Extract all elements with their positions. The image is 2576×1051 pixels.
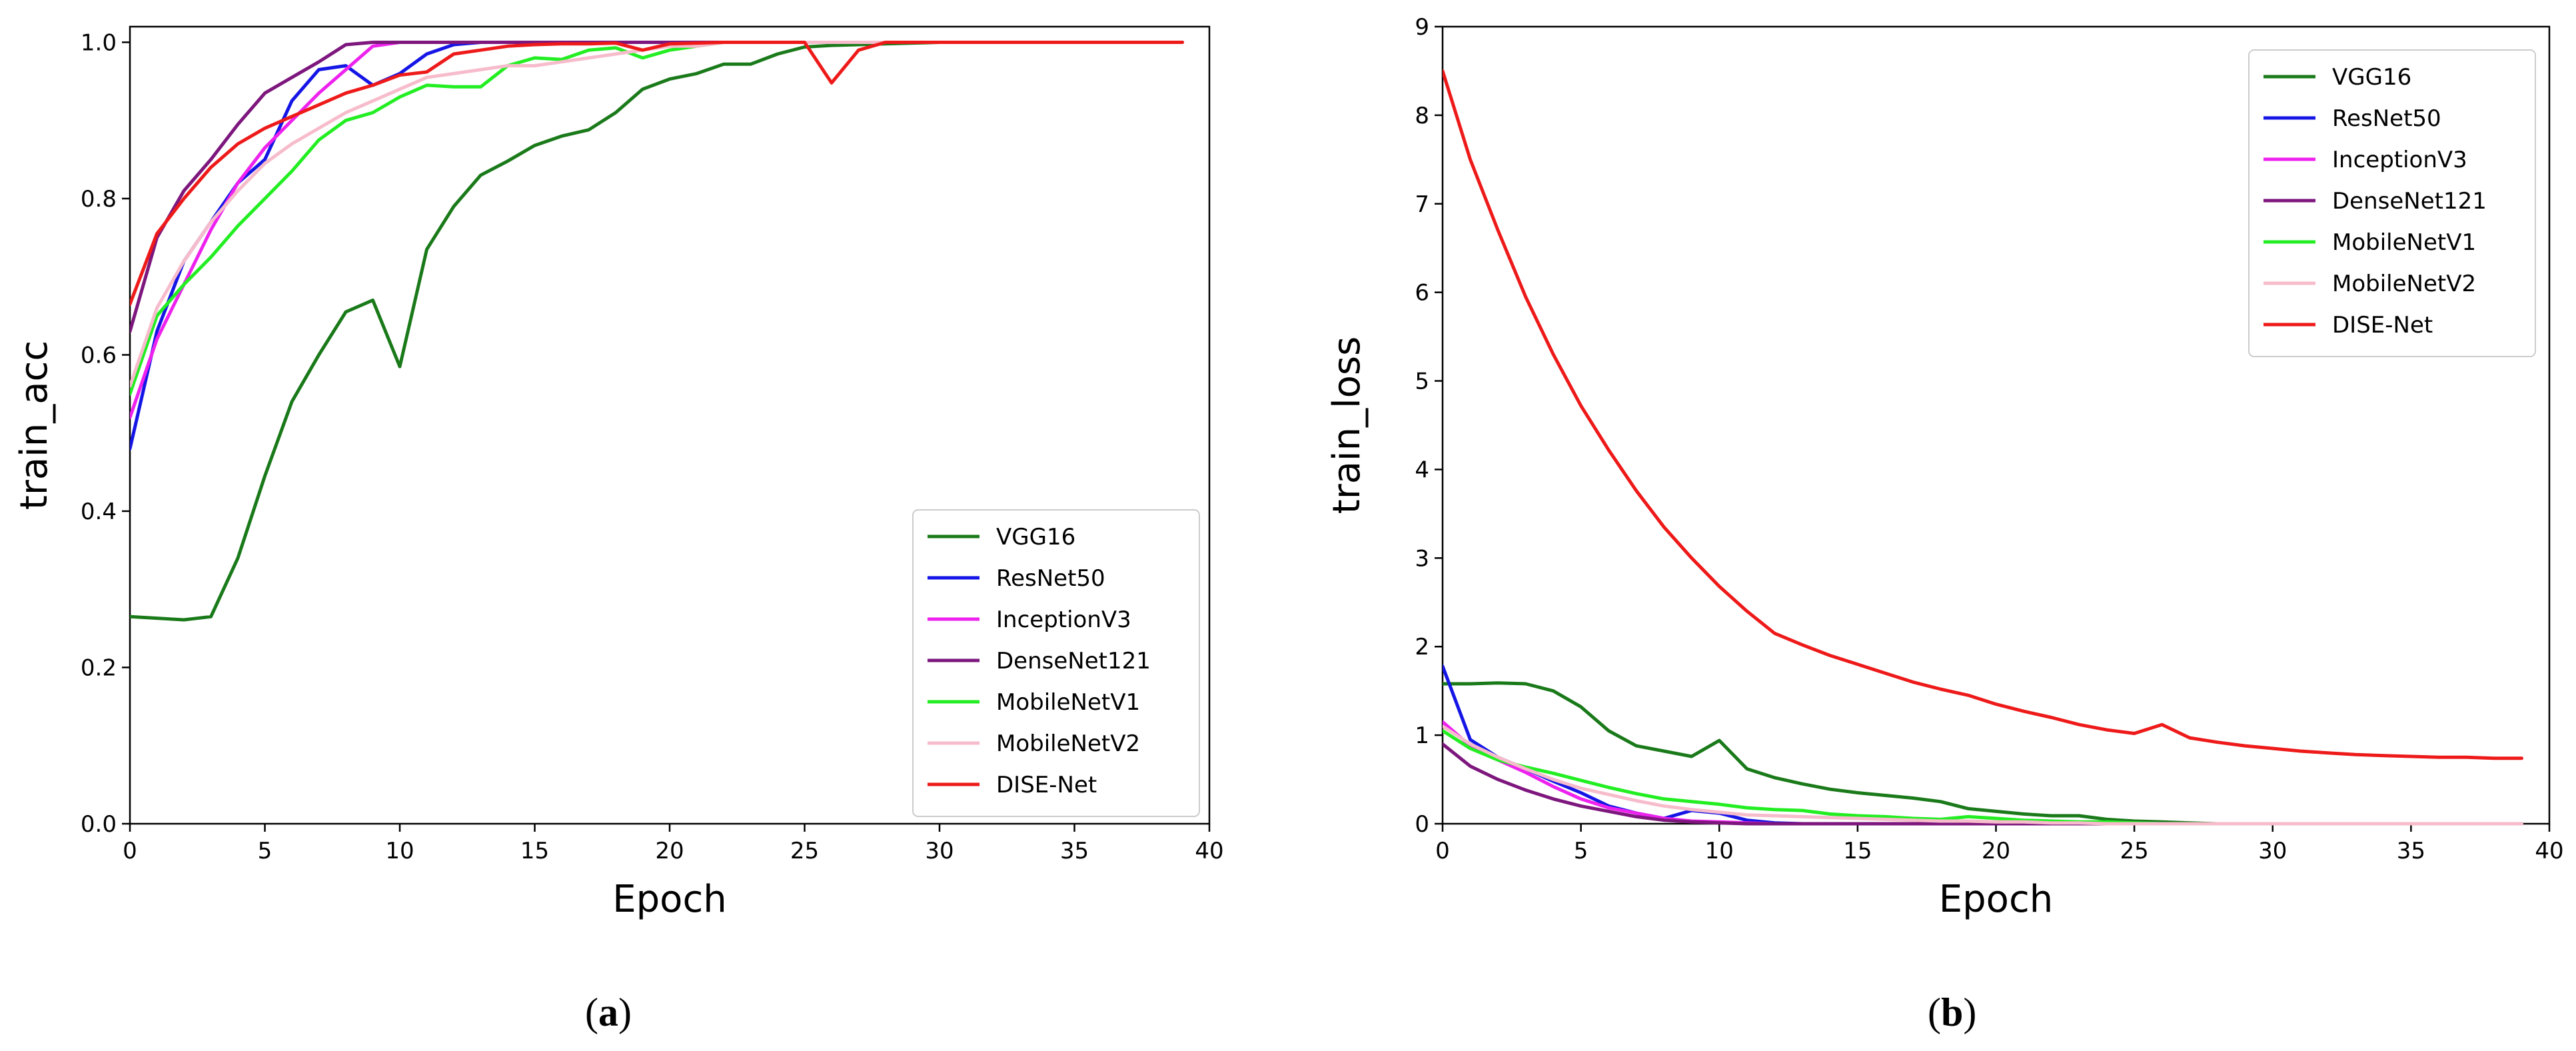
x-tick-label: 40 xyxy=(1195,838,1223,864)
series-line-resnet50 xyxy=(1443,664,2523,826)
y-tick-label: 0 xyxy=(1415,811,1429,838)
legend-label-densenet121: DenseNet121 xyxy=(996,648,1151,674)
x-axis-label: Epoch xyxy=(612,878,726,921)
legend-box xyxy=(912,509,1200,817)
legend-label-densenet121: DenseNet121 xyxy=(2332,188,2487,215)
y-tick-label: 0.0 xyxy=(81,811,117,838)
y-tick-label: 9 xyxy=(1415,14,1429,41)
y-tick-label: 1.0 xyxy=(81,29,117,56)
legend-label-vgg16: VGG16 xyxy=(2332,64,2411,91)
y-tick-label: 6 xyxy=(1415,280,1429,307)
x-tick-label: 25 xyxy=(790,838,819,864)
y-axis-label: train_acc xyxy=(13,341,56,510)
y-tick-label: 7 xyxy=(1415,191,1429,218)
x-tick-label: 5 xyxy=(258,838,273,864)
series-line-dise-net xyxy=(1443,69,2523,760)
x-tick-label: 40 xyxy=(2535,838,2563,864)
y-tick-label: 0.8 xyxy=(81,186,117,213)
legend-label-mobilenetv2: MobileNetV2 xyxy=(996,730,1140,757)
y-axis-label: train_loss xyxy=(1325,337,1369,515)
series-line-mobilenetv1 xyxy=(130,41,1184,396)
legend-label-inceptionv3: InceptionV3 xyxy=(2332,147,2467,173)
x-tick-label: 10 xyxy=(385,838,414,864)
series-line-mobilenetv2 xyxy=(130,41,1184,388)
caption-b: (b) xyxy=(1928,990,1977,1034)
legend: VGG16 ResNet50 InceptionV3 DenseNet121 Mobil… xyxy=(2248,49,2536,357)
x-tick-label: 0 xyxy=(123,838,137,864)
x-tick-label: 35 xyxy=(1060,838,1089,864)
series-line-dise-net xyxy=(130,41,1184,306)
legend-box xyxy=(2248,49,2536,357)
legend-label-dise-net: DISE-Net xyxy=(2332,312,2433,339)
x-tick-label: 20 xyxy=(655,838,684,864)
x-tick-label: 35 xyxy=(2397,838,2425,864)
x-tick-label: 30 xyxy=(2258,838,2287,864)
y-tick-label: 0.2 xyxy=(81,654,117,681)
y-tick-label: 0.4 xyxy=(81,499,117,525)
series-line-inceptionv3 xyxy=(130,41,1184,419)
x-tick-label: 10 xyxy=(1705,838,1734,864)
y-tick-label: 1 xyxy=(1415,722,1429,749)
y-tick-label: 2 xyxy=(1415,634,1429,660)
y-tick-label: 0.6 xyxy=(81,342,117,369)
legend-label-mobilenetv2: MobileNetV2 xyxy=(2332,271,2476,297)
legend-label-resnet50: ResNet50 xyxy=(2332,105,2441,132)
chart-b: 0 5 10 15 20 25 30 35 40 0 1 2 3 4 5 6 7 8 9 Epoch train_los… xyxy=(1325,14,2564,921)
series-line-mobilenetv2 xyxy=(1443,724,2523,826)
y-tick-label: 3 xyxy=(1415,545,1429,572)
x-tick-label: 15 xyxy=(520,838,549,864)
x-tick-label: 20 xyxy=(1982,838,2010,864)
y-tick-label: 8 xyxy=(1415,103,1429,129)
x-tick-label: 25 xyxy=(2120,838,2148,864)
legend-label-inceptionv3: InceptionV3 xyxy=(996,606,1131,633)
x-tick-label: 5 xyxy=(1574,838,1589,864)
y-tick-label: 5 xyxy=(1415,369,1429,395)
legend-label-resnet50: ResNet50 xyxy=(996,565,1105,592)
legend-label-dise-net: DISE-Net xyxy=(996,772,1097,798)
legend-label-mobilenetv1: MobileNetV1 xyxy=(2332,229,2476,256)
legend: VGG16 ResNet50 InceptionV3 DenseNet121 Mobil… xyxy=(912,509,1200,817)
x-tick-label: 15 xyxy=(1843,838,1872,864)
series-line-resnet50 xyxy=(130,41,1184,451)
legend-label-mobilenetv1: MobileNetV1 xyxy=(996,689,1140,716)
series-group xyxy=(130,41,1184,622)
y-tick-label: 4 xyxy=(1415,457,1429,483)
series-group xyxy=(1443,69,2523,826)
x-tick-label: 0 xyxy=(1435,838,1450,864)
x-tick-label: 30 xyxy=(925,838,954,864)
caption-a: (a) xyxy=(585,990,632,1034)
x-axis-label: Epoch xyxy=(1939,878,2053,921)
chart-a: 0 5 10 15 20 25 30 35 40 0.0 0.2 0.4 0.6 0.8 1.0 Epoch t… xyxy=(13,25,1224,921)
legend-label-vgg16: VGG16 xyxy=(996,524,1075,550)
